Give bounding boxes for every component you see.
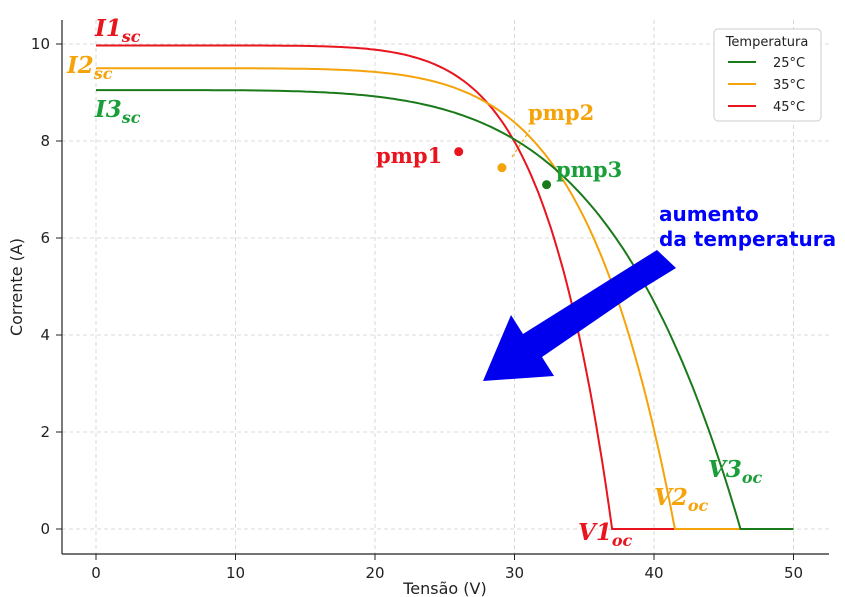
iv-curves	[96, 44, 794, 530]
arrow-text-line1: aumento	[659, 202, 759, 226]
legend-box	[713, 28, 822, 122]
x-tick-label: 30	[505, 564, 524, 582]
x-tick-label: 10	[226, 564, 245, 582]
mpp-label-1: pmp1	[376, 143, 442, 168]
voc-annotation-2: V2oc	[654, 484, 709, 515]
axis-ticks: 0 10 20 30 40 50 0 2 4 6 8 10	[31, 35, 803, 582]
legend: Temperatura 25°C 35°C 45°C	[713, 28, 822, 122]
y-tick-label: 8	[40, 132, 50, 150]
isc-annotation-2: I2sc	[66, 52, 113, 83]
isc-annotation-3: I3sc	[94, 96, 141, 127]
x-axis-label: Tensão (V)	[402, 579, 486, 597]
y-tick-label: 4	[40, 326, 50, 344]
mpp-label-2: pmp2	[528, 100, 594, 125]
isc1-base: I1	[94, 15, 122, 42]
isc3-sub: sc	[121, 108, 141, 127]
mpp-point-pmp2	[497, 163, 507, 173]
temperature-increase-arrow	[483, 250, 676, 381]
voc3-base: V3	[708, 456, 742, 483]
mpp-label-3: pmp3	[556, 157, 622, 182]
voc3-sub: oc	[742, 468, 763, 487]
isc2-base: I2	[66, 52, 94, 79]
y-axis-label: Corrente (A)	[7, 238, 26, 336]
voc-annotation-3: V3oc	[708, 456, 763, 487]
legend-title: Temperatura	[725, 35, 809, 50]
mpp-points	[454, 147, 552, 190]
isc3-base: I3	[94, 96, 122, 123]
mpp-point-pmp3	[542, 180, 552, 190]
mpp-point-pmp1	[454, 147, 464, 157]
voc-annotation-1: V1oc	[578, 519, 633, 550]
y-tick-label: 6	[40, 229, 50, 247]
isc-annotation-1: I1sc	[94, 15, 141, 46]
voc1-sub: oc	[612, 531, 633, 550]
x-tick-label: 0	[91, 564, 101, 582]
x-tick-label: 50	[784, 564, 803, 582]
isc2-sub: sc	[93, 64, 113, 83]
x-tick-label: 40	[644, 564, 663, 582]
voc2-base: V2	[654, 484, 688, 511]
y-tick-label: 0	[40, 520, 50, 538]
iv-curve-25c	[96, 89, 794, 530]
legend-entry-45: 45°C	[773, 100, 805, 115]
legend-entry-25: 25°C	[773, 56, 805, 71]
y-tick-label: 2	[40, 423, 50, 441]
x-tick-label: 20	[365, 564, 384, 582]
legend-entry-35: 35°C	[773, 78, 805, 93]
isc1-sub: sc	[121, 27, 141, 46]
arrow-text-line2: da temperatura	[659, 227, 836, 251]
voc1-base: V1	[578, 519, 612, 546]
voc2-sub: oc	[688, 496, 709, 515]
y-tick-label: 10	[31, 35, 50, 53]
iv-curve-35c	[96, 67, 794, 530]
iv-curve-45c	[96, 44, 794, 530]
